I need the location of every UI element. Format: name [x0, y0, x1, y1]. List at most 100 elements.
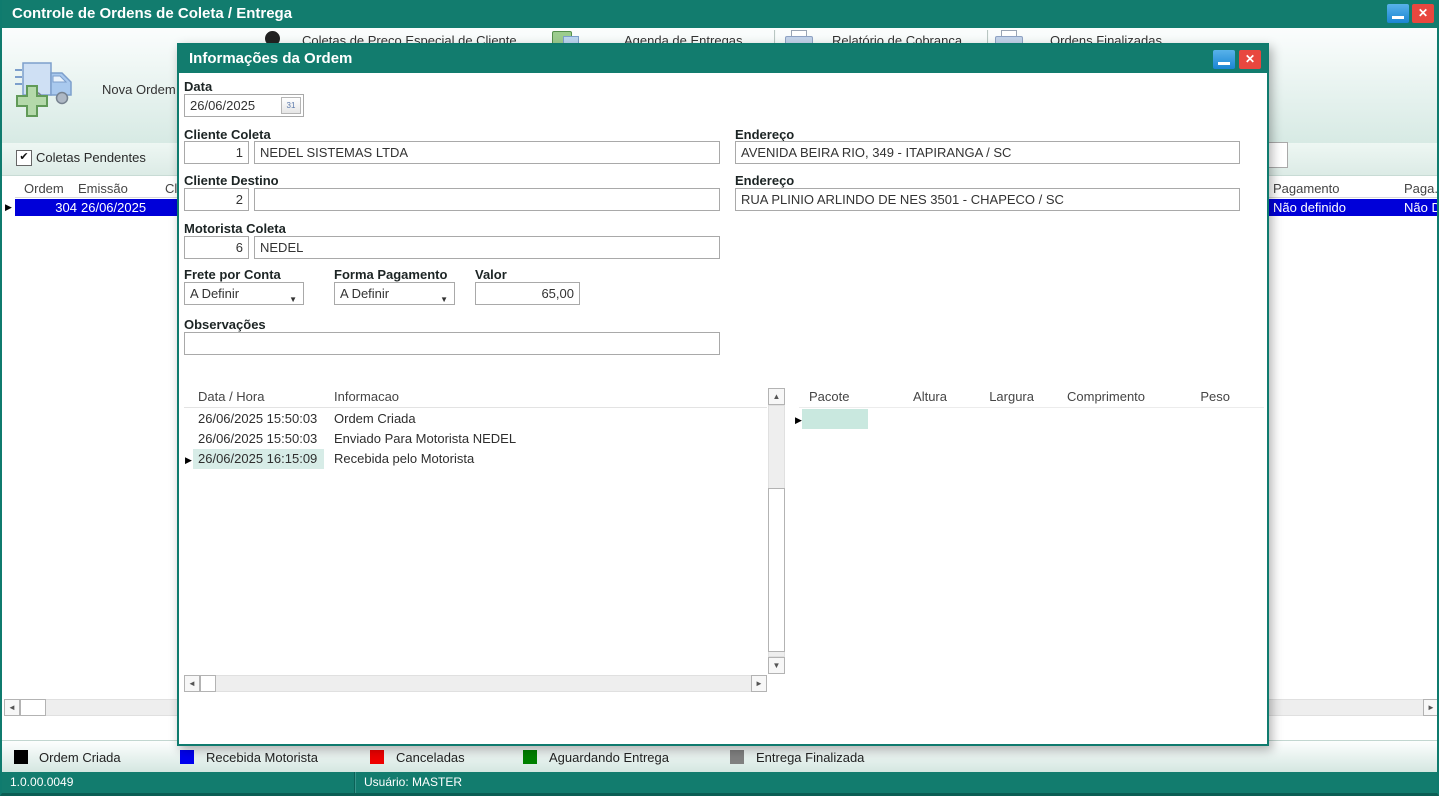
- cliente-destino-code: 2: [235, 192, 243, 207]
- scroll-right-button[interactable]: ►: [1423, 699, 1437, 716]
- coletas-pendentes-checkbox[interactable]: ✔: [16, 150, 32, 166]
- observacoes-input[interactable]: [184, 332, 720, 355]
- cliente-coleta-code-input[interactable]: 1: [184, 141, 249, 164]
- cell-ordem: 304: [55, 200, 77, 215]
- main-minimize-button[interactable]: [1387, 4, 1409, 23]
- log-scroll-up-button[interactable]: ▲: [768, 388, 785, 405]
- version-text: 1.0.00.0049: [10, 775, 74, 789]
- truck-plus-icon: [15, 62, 72, 117]
- pkg-col-largura[interactable]: Largura: [989, 389, 1034, 404]
- chevron-down-icon: ▼: [289, 295, 297, 304]
- legend-label: Aguardando Entrega: [549, 750, 669, 765]
- statusbar-divider: [354, 772, 356, 793]
- cliente-coleta-name: NEDEL SISTEMAS LTDA: [260, 145, 409, 160]
- checkmark-icon: ✔: [19, 151, 29, 163]
- log-scroll-down-button[interactable]: ▼: [768, 657, 785, 674]
- nova-ordem-button[interactable]: Nova Ordem: [6, 32, 176, 140]
- log-col-informacao[interactable]: Informacao: [334, 389, 400, 404]
- motorista-name-input[interactable]: NEDEL: [254, 236, 720, 259]
- log-cell-informacao: Recebida pelo Motorista: [334, 451, 475, 466]
- dialog-minimize-button[interactable]: [1213, 50, 1235, 69]
- motorista-code-input[interactable]: 6: [184, 236, 249, 259]
- col-header-cliente[interactable]: Cli: [165, 181, 181, 196]
- close-icon: ✕: [1417, 6, 1429, 20]
- valor-input[interactable]: 65,00: [475, 282, 580, 305]
- endereco-destino-value: RUA PLINIO ARLINDO DE NES 3501 - CHAPECO…: [741, 192, 1064, 207]
- log-cell-informacao: Enviado Para Motorista NEDEL: [334, 431, 517, 446]
- scroll-up-icon: ▲: [772, 392, 781, 401]
- log-cell-datahora: 26/06/2025 15:50:03: [198, 411, 318, 426]
- scroll-right-icon: ►: [755, 679, 763, 688]
- main-titlebar: Controle de Ordens de Coleta / Entrega: [2, 0, 1437, 28]
- row-indicator-icon: ▶: [185, 455, 192, 465]
- log-selected-cell-highlight: [193, 449, 324, 469]
- col-header-emissao[interactable]: Emissão: [78, 181, 128, 196]
- chevron-down-icon: ▼: [440, 295, 448, 304]
- legend-label: Entrega Finalizada: [756, 750, 865, 765]
- endereco-destino-label: Endereço: [735, 173, 795, 188]
- log-hscrollbar-track[interactable]: [184, 675, 767, 692]
- data-value: 26/06/2025: [190, 98, 256, 113]
- legend-color-ordem-criada: [14, 750, 28, 764]
- cliente-coleta-name-input[interactable]: NEDEL SISTEMAS LTDA: [254, 141, 720, 164]
- log-row[interactable]: 26/06/2025 15:50:03 Ordem Criada: [184, 409, 767, 429]
- scrollbar-thumb[interactable]: [20, 699, 46, 716]
- main-close-button[interactable]: ✕: [1412, 4, 1434, 23]
- motorista-name: NEDEL: [260, 240, 304, 255]
- col-header-ordem[interactable]: Ordem: [24, 181, 64, 196]
- pkg-col-altura[interactable]: Altura: [913, 389, 947, 404]
- endereco-coleta-label: Endereço: [735, 127, 795, 142]
- scroll-left-button[interactable]: ◄: [4, 699, 20, 716]
- cliente-destino-name-input[interactable]: [254, 188, 720, 211]
- observacoes-label: Observações: [184, 317, 266, 332]
- selected-order-row-right[interactable]: Não definido Não Def: [1268, 199, 1437, 216]
- data-input[interactable]: 26/06/2025 31: [184, 94, 304, 117]
- log-scroll-left-button[interactable]: ◄: [184, 675, 200, 692]
- scroll-right-icon: ►: [1427, 703, 1435, 712]
- col-header-paga[interactable]: Paga...: [1404, 181, 1438, 196]
- cliente-coleta-code: 1: [235, 145, 243, 160]
- forma-pagamento-select[interactable]: A Definir ▼: [334, 282, 455, 305]
- pkg-col-comprimento[interactable]: Comprimento: [1067, 389, 1146, 404]
- log-hscrollbar-thumb[interactable]: [200, 675, 216, 692]
- minimize-icon: [1392, 16, 1404, 19]
- log-vscrollbar-thumb[interactable]: [768, 488, 785, 652]
- log-row-selected[interactable]: ▶ 26/06/2025 16:15:09 Recebida pelo Moto…: [184, 449, 767, 469]
- log-cell-datahora: 26/06/2025 16:15:09: [198, 451, 318, 466]
- legend-color-entrega-finalizada: [730, 750, 744, 764]
- endereco-coleta-input[interactable]: AVENIDA BEIRA RIO, 349 - ITAPIRANGA / SC: [735, 141, 1240, 164]
- person-icon: [265, 31, 280, 46]
- pkg-col-pacote[interactable]: Pacote: [809, 389, 850, 404]
- log-row[interactable]: 26/06/2025 15:50:03 Enviado Para Motoris…: [184, 429, 767, 449]
- statusbar: 1.0.00.0049 Usuário: MASTER: [2, 772, 1437, 793]
- coletas-pendentes-label: Coletas Pendentes: [36, 150, 146, 165]
- row-indicator-icon: ▶: [5, 202, 12, 212]
- pkg-row-selected[interactable]: ▶: [793, 409, 1264, 429]
- dialog-close-button[interactable]: ✕: [1239, 50, 1261, 69]
- endereco-destino-input[interactable]: RUA PLINIO ARLINDO DE NES 3501 - CHAPECO…: [735, 188, 1240, 211]
- cliente-destino-label: Cliente Destino: [184, 173, 279, 188]
- log-cell-informacao: Ordem Criada: [334, 411, 416, 426]
- log-col-datahora[interactable]: Data / Hora: [198, 389, 265, 404]
- legend-color-aguardando-entrega: [523, 750, 537, 764]
- frete-label: Frete por Conta: [184, 267, 281, 282]
- legend-label: Recebida Motorista: [206, 750, 318, 765]
- col-header-pagamento[interactable]: Pagamento: [1273, 181, 1340, 196]
- log-scroll-right-button[interactable]: ►: [751, 675, 767, 692]
- cliente-coleta-label: Cliente Coleta: [184, 127, 271, 142]
- legend-label: Ordem Criada: [39, 750, 121, 765]
- dialog-titlebar: Informações da Ordem: [179, 45, 1267, 73]
- cliente-destino-code-input[interactable]: 2: [184, 188, 249, 211]
- valor-label: Valor: [475, 267, 507, 282]
- calendar-icon[interactable]: 31: [281, 97, 301, 114]
- user-text: Usuário: MASTER: [364, 775, 463, 789]
- endereco-coleta-value: AVENIDA BEIRA RIO, 349 - ITAPIRANGA / SC: [741, 145, 1012, 160]
- pkg-col-peso[interactable]: Peso: [1200, 389, 1230, 404]
- main-window-title: Controle de Ordens de Coleta / Entrega: [12, 5, 293, 22]
- dialog-title: Informações da Ordem: [189, 50, 353, 67]
- frete-select[interactable]: A Definir ▼: [184, 282, 304, 305]
- log-header-divider: [184, 407, 767, 408]
- selected-order-row-left[interactable]: 304 26/06/2025: [15, 199, 178, 216]
- cell-emissao: 26/06/2025: [81, 200, 147, 215]
